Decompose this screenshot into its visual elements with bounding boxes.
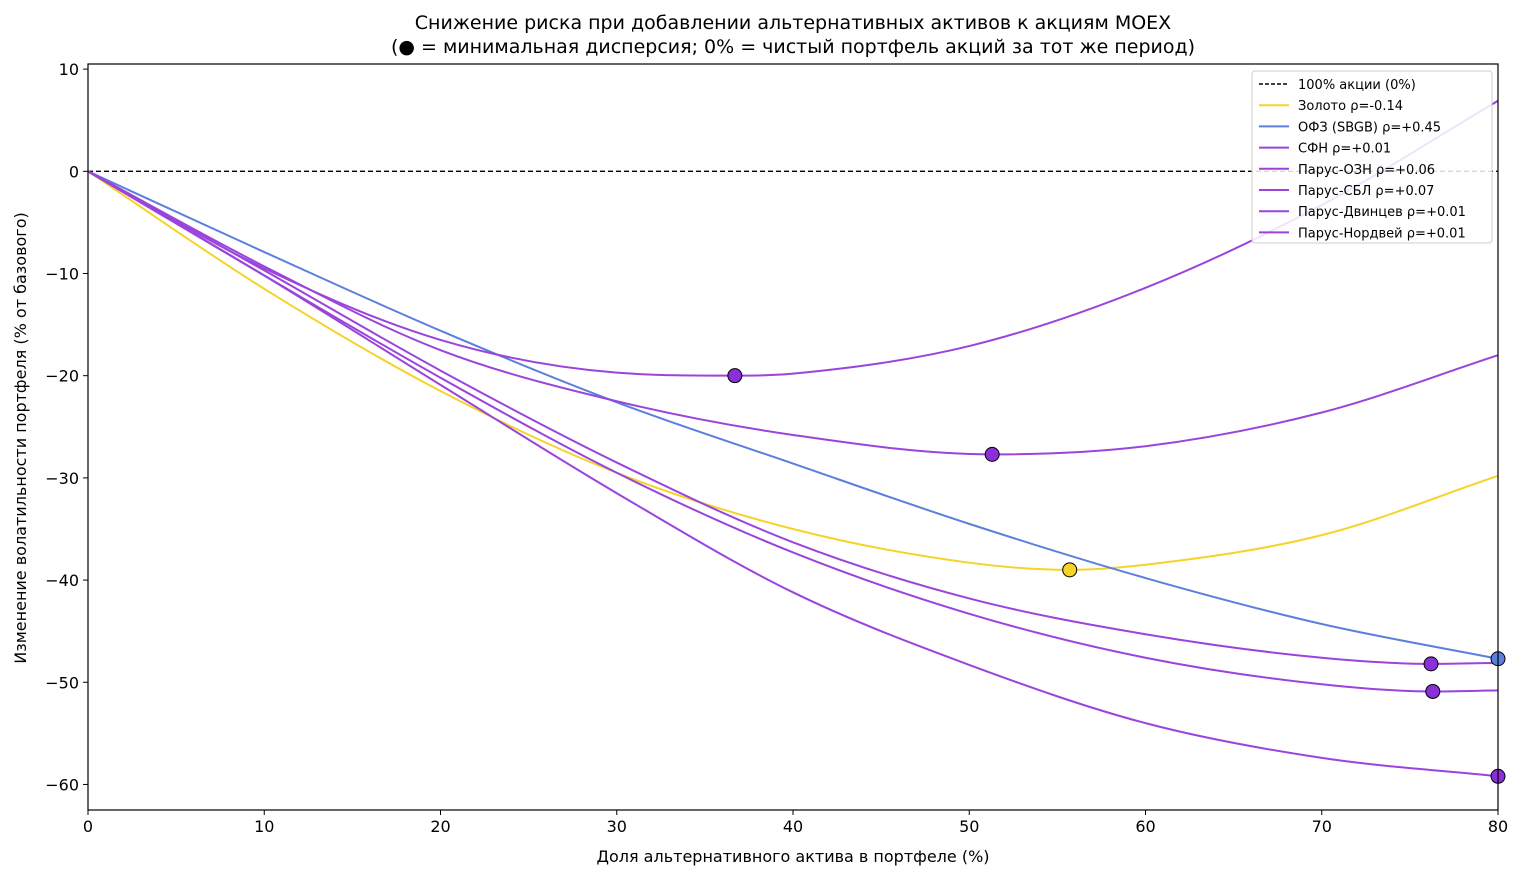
min-point-marker-5	[1423, 656, 1439, 672]
legend: 100% акции (0%) Золото ρ=-0.14 ОФЗ (SBGB) …	[1251, 70, 1493, 244]
min-point-marker-1	[1062, 562, 1078, 578]
legend-label: Парус-Двинцев ρ=+0.01	[1298, 205, 1466, 220]
x-tick-label: 0	[83, 817, 93, 836]
series-line-4	[88, 170, 1498, 456]
chart-subtitle: (● = минимальная дисперсия; 0% = чистый …	[391, 36, 1195, 58]
legend-label: ОФЗ (SBGB) ρ=+0.45	[1298, 120, 1441, 135]
min-point-marker-3	[727, 368, 743, 384]
y-axis-label: Изменение волатильности портфеля (% от б…	[11, 212, 30, 664]
chart-title: Снижение риска при добавлении альтернати…	[415, 12, 1171, 34]
x-axis-label: Доля альтернативного актива в портфеле (…	[596, 847, 989, 866]
legend-label: Парус-Нордвей ρ=+0.01	[1298, 226, 1466, 241]
legend-label: 100% акции (0%)	[1298, 78, 1416, 93]
series-line-1	[88, 170, 1498, 571]
series-line-5	[88, 170, 1498, 665]
legend-label: Парус-СБЛ ρ=+0.07	[1298, 184, 1434, 199]
y-tick-label: −10	[45, 264, 79, 283]
min-point-marker-4	[984, 446, 1000, 462]
y-tick-label: −60	[45, 775, 79, 794]
series-line-2	[88, 170, 1498, 660]
legend-label: Парус-ОЗН ρ=+0.06	[1298, 163, 1435, 178]
x-tick-label: 80	[1488, 817, 1508, 836]
x-tick-label: 50	[959, 817, 979, 836]
y-tick-label: −20	[45, 367, 79, 386]
legend-label: СФН ρ=+0.01	[1298, 142, 1391, 157]
y-tick-label: −40	[45, 571, 79, 590]
x-tick-label: 10	[254, 817, 274, 836]
y-tick-label: −30	[45, 469, 79, 488]
series-line-7	[88, 170, 1498, 778]
y-tick-label: 10	[59, 60, 79, 79]
x-tick-label: 30	[607, 817, 627, 836]
axis-ticks: 0 10 20 30 40 50 60 70 80 10 0 −10 −20 −30 −40 −50 −60	[45, 60, 1508, 836]
x-tick-label: 60	[1135, 817, 1155, 836]
legend-label: Золото ρ=-0.14	[1298, 99, 1403, 114]
series-line-6	[88, 170, 1498, 693]
x-tick-label: 20	[430, 817, 450, 836]
series-layer	[88, 99, 1498, 778]
y-tick-label: 0	[69, 162, 79, 181]
y-tick-label: −50	[45, 673, 79, 692]
legend-frame	[1251, 70, 1493, 244]
x-tick-label: 40	[783, 817, 803, 836]
min-point-marker-6	[1425, 683, 1441, 699]
x-tick-label: 70	[1312, 817, 1332, 836]
